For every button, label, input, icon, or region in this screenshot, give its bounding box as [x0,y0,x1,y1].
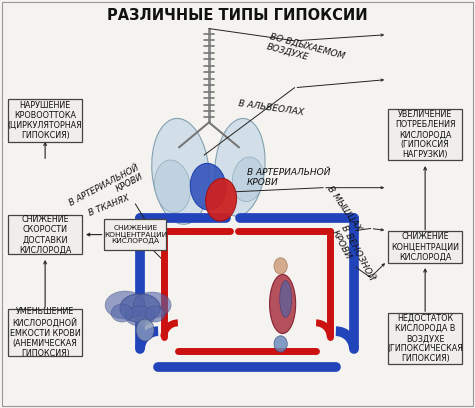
FancyBboxPatch shape [389,109,462,160]
Text: УВЕЛИЧЕНИЕ
ПОТРЕБЛЕНИЯ
КИСЛОРОДА
(ГИПОКСИЯ
НАГРУЗКИ): УВЕЛИЧЕНИЕ ПОТРЕБЛЕНИЯ КИСЛОРОДА (ГИПОКС… [395,110,456,159]
Ellipse shape [280,281,292,317]
FancyBboxPatch shape [104,220,166,250]
Text: СНИЖЕНИЕ
КОНЦЕНТРАЦИИ
КИСЛОРОДА: СНИЖЕНИЕ КОНЦЕНТРАЦИИ КИСЛОРОДА [104,225,167,244]
Text: ВО ВДЫХАЕМОМ
ВОЗДУХЕ: ВО ВДЫХАЕМОМ ВОЗДУХЕ [266,32,346,70]
Ellipse shape [111,304,133,322]
Text: В АРТЕРИАЛЬНОЙ
КРОВИ: В АРТЕРИАЛЬНОЙ КРОВИ [247,168,331,187]
Ellipse shape [154,160,190,213]
FancyBboxPatch shape [389,231,462,263]
Ellipse shape [232,157,264,202]
Ellipse shape [133,292,171,318]
Text: НАРУШЕНИЕ
КРОВООТТОКА
(ЦИРКУЛЯТОРНАЯ
ГИПОКСИЯ): НАРУШЕНИЕ КРОВООТТОКА (ЦИРКУЛЯТОРНАЯ ГИП… [8,101,83,140]
FancyBboxPatch shape [8,215,82,254]
Text: В ВЕНОЗНОЙ
КРОВИ: В ВЕНОЗНОЙ КРОВИ [330,224,376,286]
Ellipse shape [206,178,237,221]
Text: В МЫШЦАХ: В МЫШЦАХ [325,184,363,233]
Ellipse shape [274,336,287,352]
Text: В АРТЕРИАЛЬНОЙ
КРОВИ: В АРТЕРИАЛЬНОЙ КРОВИ [67,163,145,217]
Text: СНИЖЕНИЕ
КОНЦЕНТРАЦИИ
КИСЛОРОДА: СНИЖЕНИЕ КОНЦЕНТРАЦИИ КИСЛОРОДА [391,232,459,262]
Text: В ТКАНЯХ: В ТКАНЯХ [87,194,131,218]
Ellipse shape [215,118,265,216]
Ellipse shape [190,163,226,210]
Text: СНИЖЕНИЕ
СКОРОСТИ
ДОСТАВКИ
КИСЛОРОДА: СНИЖЕНИЕ СКОРОСТИ ДОСТАВКИ КИСЛОРОДА [19,215,71,254]
Ellipse shape [136,319,154,341]
Ellipse shape [274,258,287,274]
Text: УМЕНЬШЕНИЕ
КИСЛОРОДНОЙ
ЕМКОСТИ КРОВИ
(АНЕМИЧЕСКАЯ
ГИПОКСИЯ): УМЕНЬШЕНИЕ КИСЛОРОДНОЙ ЕМКОСТИ КРОВИ (АН… [10,307,80,358]
FancyBboxPatch shape [8,99,82,142]
Ellipse shape [152,118,209,224]
FancyBboxPatch shape [8,309,82,356]
Ellipse shape [125,306,155,326]
Text: В АЛЬВЕОЛАХ: В АЛЬВЕОЛАХ [238,99,304,117]
Text: НЕДОСТАТОК
КИСЛОРОДА В
ВОЗДУХЕ
(ГИПОКСИЧЕСКАЯ
ГИПОКСИЯ): НЕДОСТАТОК КИСЛОРОДА В ВОЗДУХЕ (ГИПОКСИЧ… [387,314,463,363]
Ellipse shape [145,306,165,322]
Text: РАЗЛИЧНЫЕ ТИПЫ ГИПОКСИИ: РАЗЛИЧНЫЕ ТИПЫ ГИПОКСИИ [107,8,368,23]
FancyBboxPatch shape [389,313,462,364]
Ellipse shape [120,294,160,322]
Ellipse shape [105,291,145,319]
Ellipse shape [270,274,295,333]
